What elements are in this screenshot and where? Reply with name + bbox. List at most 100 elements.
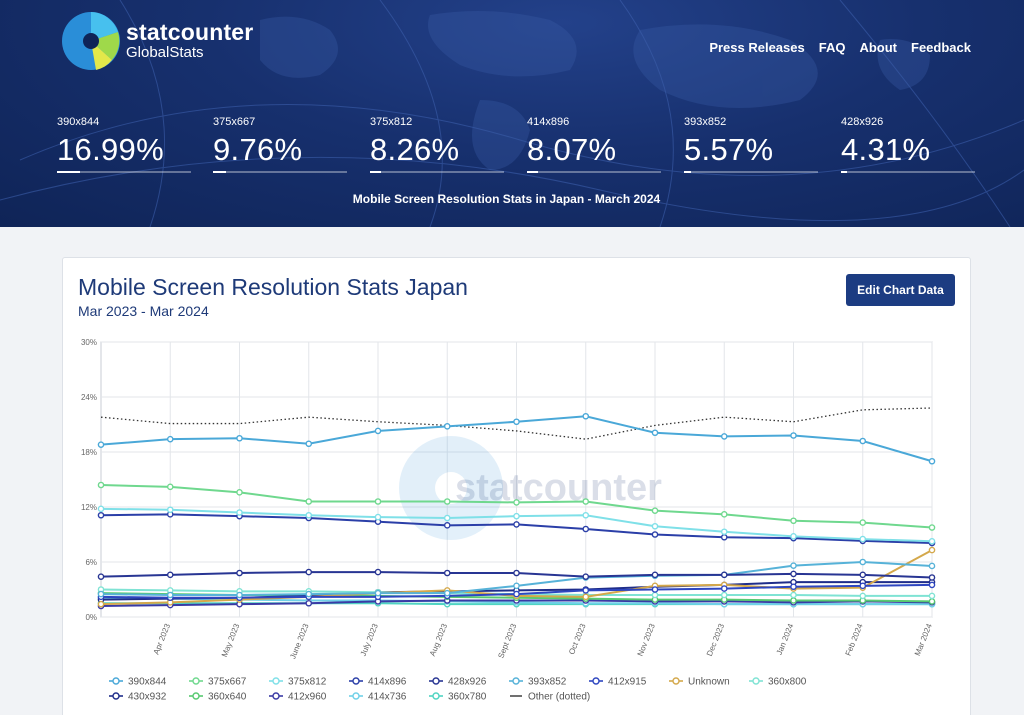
data-point[interactable]	[651, 522, 659, 530]
data-point[interactable]	[928, 524, 936, 531]
data-point[interactable]	[97, 505, 105, 513]
data-point[interactable]	[582, 511, 590, 519]
data-point[interactable]	[513, 521, 520, 528]
data-point[interactable]	[374, 498, 382, 505]
data-point[interactable]	[374, 568, 382, 576]
data-point[interactable]	[928, 562, 936, 570]
data-point[interactable]	[305, 498, 313, 505]
legend-item[interactable]: 414x736	[349, 692, 407, 703]
data-point[interactable]	[443, 589, 451, 597]
brand[interactable]: statcounter GlobalStats	[126, 20, 253, 61]
data-point[interactable]	[859, 437, 867, 445]
data-point[interactable]	[166, 591, 174, 599]
legend-item[interactable]: 412x960	[269, 692, 327, 703]
nav-faq[interactable]: FAQ	[818, 40, 846, 55]
data-point[interactable]	[790, 533, 797, 540]
data-point[interactable]	[443, 569, 451, 577]
data-point[interactable]	[97, 590, 105, 598]
legend-item[interactable]: 393x852	[509, 677, 567, 688]
nav-about[interactable]: About	[859, 40, 898, 55]
data-point[interactable]	[236, 569, 243, 577]
data-point[interactable]	[720, 533, 728, 541]
data-point[interactable]	[790, 570, 797, 578]
data-point[interactable]	[790, 432, 797, 439]
data-point[interactable]	[97, 600, 105, 608]
data-point[interactable]	[582, 573, 590, 580]
data-point[interactable]	[166, 506, 174, 514]
data-point[interactable]	[720, 511, 728, 518]
data-point[interactable]	[443, 498, 451, 505]
legend-item[interactable]: 390x844	[109, 677, 167, 688]
legend-item[interactable]: Unknown	[669, 677, 730, 688]
data-point[interactable]	[651, 429, 659, 437]
data-point[interactable]	[651, 531, 659, 538]
data-point[interactable]	[97, 481, 105, 489]
legend-item[interactable]: Other (dotted)	[510, 692, 590, 703]
legend-item[interactable]: 360x780	[429, 692, 487, 703]
data-point[interactable]	[928, 537, 936, 545]
data-point[interactable]	[513, 418, 520, 426]
data-point[interactable]	[97, 441, 105, 448]
data-point[interactable]	[790, 583, 797, 591]
data-point[interactable]	[582, 498, 590, 505]
data-point[interactable]	[305, 599, 313, 607]
data-point[interactable]	[305, 568, 313, 576]
data-point[interactable]	[582, 412, 590, 420]
legend-item[interactable]: 412x915	[589, 677, 647, 688]
data-point[interactable]	[720, 528, 728, 536]
data-point[interactable]	[443, 423, 451, 430]
data-point[interactable]	[582, 593, 590, 601]
data-point[interactable]	[651, 586, 659, 593]
data-point[interactable]	[513, 569, 520, 577]
data-point[interactable]	[166, 571, 174, 579]
nav-press-releases[interactable]: Press Releases	[709, 40, 805, 55]
data-point[interactable]	[374, 589, 382, 597]
data-point[interactable]	[928, 592, 936, 600]
data-point[interactable]	[928, 546, 936, 554]
data-point[interactable]	[720, 571, 728, 579]
data-point[interactable]	[859, 582, 867, 590]
data-point[interactable]	[305, 590, 313, 598]
data-point[interactable]	[651, 507, 659, 514]
data-point[interactable]	[513, 499, 520, 506]
data-point[interactable]	[790, 591, 797, 599]
data-point[interactable]	[582, 587, 590, 594]
data-point[interactable]	[651, 571, 659, 579]
data-point[interactable]	[582, 525, 590, 533]
data-point[interactable]	[236, 489, 243, 496]
data-point[interactable]	[928, 457, 936, 465]
series-line[interactable]	[100, 407, 933, 440]
data-point[interactable]	[236, 591, 243, 599]
legend-item[interactable]: 414x896	[349, 677, 407, 688]
data-point[interactable]	[305, 511, 313, 519]
data-point[interactable]	[859, 592, 867, 600]
legend-item[interactable]: 428x926	[429, 677, 487, 688]
data-point[interactable]	[443, 514, 451, 522]
data-point[interactable]	[859, 571, 867, 579]
data-point[interactable]	[513, 590, 520, 598]
data-point[interactable]	[720, 585, 728, 592]
data-point[interactable]	[928, 574, 936, 581]
data-point[interactable]	[236, 434, 243, 442]
data-point[interactable]	[859, 558, 867, 566]
data-point[interactable]	[720, 591, 728, 599]
legend-item[interactable]: 360x800	[749, 677, 807, 688]
data-point[interactable]	[928, 581, 936, 589]
data-point[interactable]	[651, 591, 659, 599]
data-point[interactable]	[374, 427, 382, 435]
data-point[interactable]	[97, 511, 105, 519]
data-point[interactable]	[236, 509, 243, 516]
data-point[interactable]	[928, 598, 936, 605]
nav-feedback[interactable]: Feedback	[911, 40, 971, 55]
data-point[interactable]	[513, 512, 520, 520]
data-point[interactable]	[859, 535, 867, 543]
data-point[interactable]	[443, 522, 451, 529]
data-point[interactable]	[790, 562, 797, 569]
data-point[interactable]	[166, 483, 174, 491]
data-point[interactable]	[166, 435, 174, 443]
data-point[interactable]	[513, 582, 520, 590]
data-point[interactable]	[374, 513, 382, 521]
legend-item[interactable]: 430x932	[109, 692, 167, 703]
data-point[interactable]	[859, 519, 867, 526]
data-point[interactable]	[97, 573, 105, 580]
